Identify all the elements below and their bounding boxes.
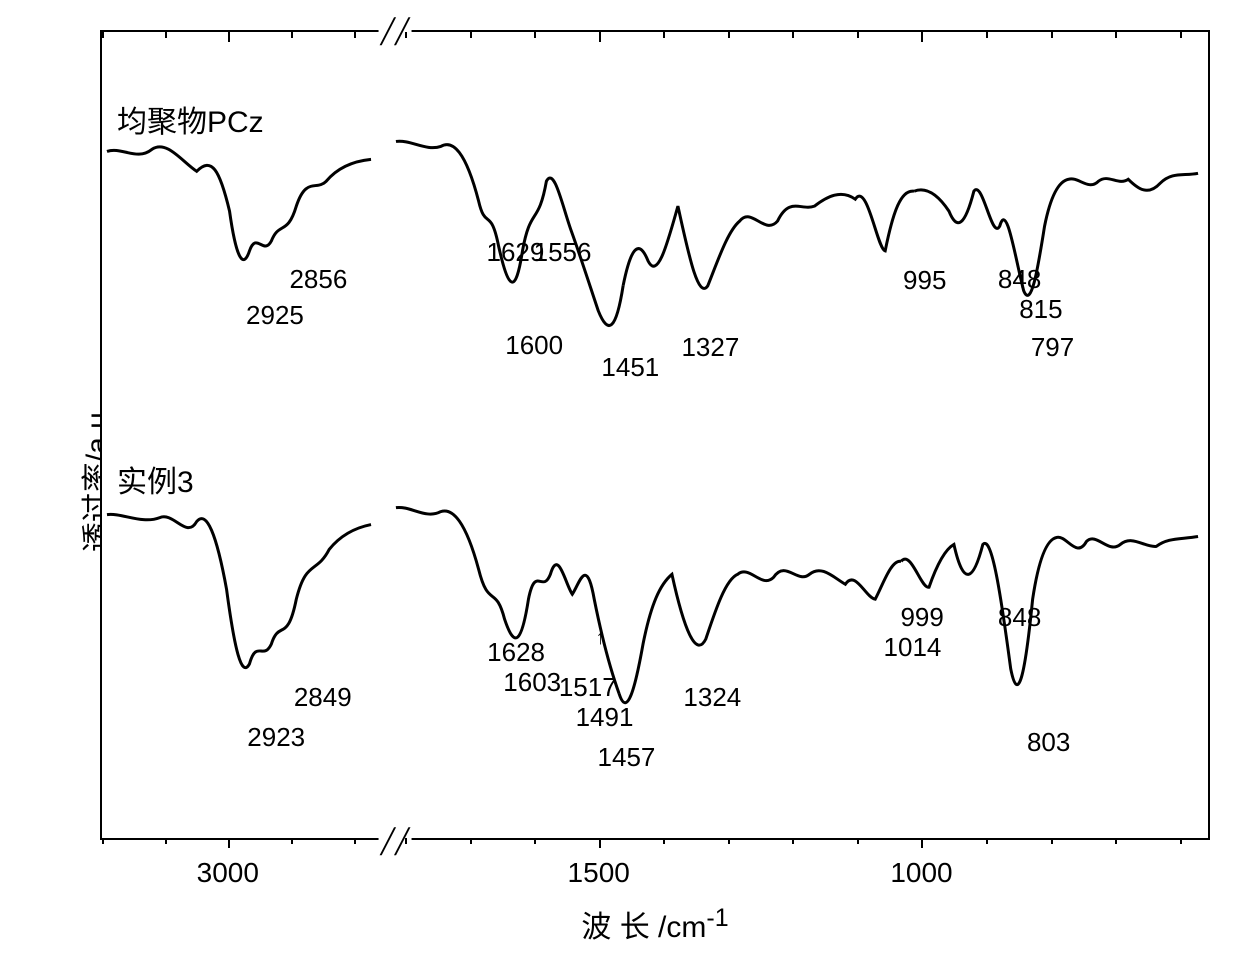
minor-tick-top — [165, 32, 167, 38]
minor-tick — [986, 838, 988, 844]
arrow-icon: ↑ — [595, 627, 605, 650]
peak-label: 1327 — [681, 332, 739, 363]
peak-label: 797 — [1031, 332, 1074, 363]
minor-tick — [228, 838, 230, 844]
tick-label: 3000 — [197, 857, 259, 889]
peak-label: 1603 — [503, 667, 561, 698]
peak-label: 803 — [1027, 727, 1070, 758]
x-axis-label: 波 长 /cm-1 — [100, 902, 1210, 946]
series-label: 均聚物PCz — [117, 97, 264, 141]
minor-tick — [354, 838, 356, 844]
spectrum-line — [107, 514, 371, 667]
minor-tick — [165, 838, 167, 844]
minor-tick-top — [599, 32, 601, 38]
minor-tick — [1051, 838, 1053, 844]
minor-tick-top — [986, 32, 988, 38]
minor-tick-top — [1051, 32, 1053, 38]
peak-label: 1556 — [534, 237, 592, 268]
minor-tick — [470, 838, 472, 844]
peak-label: 1457 — [598, 742, 656, 773]
spectrum-line — [396, 141, 623, 325]
minor-tick-top — [291, 32, 293, 38]
minor-tick-top — [1180, 32, 1182, 38]
peak-label: 1628 — [487, 637, 545, 668]
spectrum-line — [107, 147, 371, 260]
minor-tick — [1180, 838, 1182, 844]
minor-tick — [1115, 838, 1117, 844]
tick-label: 1000 — [890, 857, 952, 889]
peak-label: 1014 — [884, 632, 942, 663]
plot-area: ╱╱╱╱300015001000均聚物PCz实例3292528561629160… — [100, 30, 1210, 840]
minor-tick — [728, 838, 730, 844]
ftir-chart: 透过率/a.u. 波 长 /cm-1 ╱╱╱╱300015001000均聚物PC… — [0, 0, 1240, 956]
spectrum-svg — [102, 32, 1208, 838]
minor-tick-top — [534, 32, 536, 38]
minor-tick-top — [354, 32, 356, 38]
minor-tick — [405, 838, 407, 844]
minor-tick — [792, 838, 794, 844]
peak-label: 848 — [998, 264, 1041, 295]
peak-label: 2923 — [247, 722, 305, 753]
peak-label: 2925 — [246, 300, 304, 331]
minor-tick-top — [1115, 32, 1117, 38]
minor-tick-top — [728, 32, 730, 38]
minor-tick — [534, 838, 536, 844]
minor-tick — [663, 838, 665, 844]
minor-tick-top — [792, 32, 794, 38]
minor-tick-top — [102, 32, 104, 38]
spectrum-line — [623, 191, 914, 288]
minor-tick — [102, 838, 104, 844]
tick-label: 1500 — [568, 857, 630, 889]
minor-tick-top — [470, 32, 472, 38]
minor-tick — [857, 838, 859, 844]
peak-label: 1324 — [683, 682, 741, 713]
peak-label: 2856 — [289, 264, 347, 295]
peak-label: 848 — [998, 602, 1041, 633]
peak-label: 1600 — [505, 330, 563, 361]
spectrum-line — [914, 173, 1198, 295]
minor-tick-top — [663, 32, 665, 38]
minor-tick — [599, 838, 601, 844]
minor-tick-top — [857, 32, 859, 38]
minor-tick — [921, 838, 923, 844]
series-label: 实例3 — [117, 457, 194, 501]
peak-label: 1517 — [559, 672, 617, 703]
spectrum-line — [901, 536, 1198, 684]
peak-label: 999 — [900, 602, 943, 633]
peak-label: 995 — [903, 265, 946, 296]
peak-label: 1451 — [601, 352, 659, 383]
peak-label: 1491 — [576, 702, 634, 733]
peak-label: 815 — [1019, 294, 1062, 325]
minor-tick-top — [921, 32, 923, 38]
minor-tick-top — [405, 32, 407, 38]
minor-tick-top — [228, 32, 230, 38]
spectrum-line — [619, 561, 901, 702]
minor-tick — [291, 838, 293, 844]
peak-label: 2849 — [294, 682, 352, 713]
